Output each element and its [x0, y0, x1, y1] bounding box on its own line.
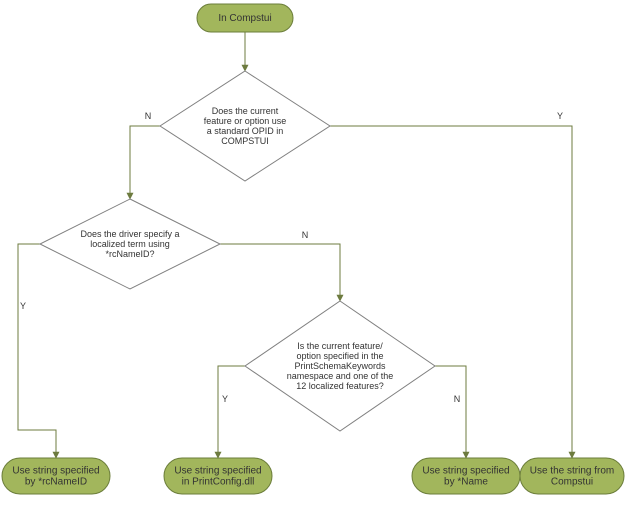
node-d3-line1: option specified in the [296, 351, 383, 361]
edge-e-d3-t2 [218, 366, 245, 458]
node-start-line0: In Compstui [218, 13, 271, 24]
node-d1-line0: Does the current [212, 106, 279, 116]
node-d2-line2: *rcNameID? [105, 249, 154, 259]
edge-e-d3-t3 [435, 366, 466, 458]
flowchart-canvas: N Y Y N Y N In Compstui Does the currentfeature… [0, 0, 625, 506]
edge-e-d1-d2 [130, 126, 160, 199]
node-t4-line1: Compstui [551, 477, 593, 488]
node-t4-line0: Use the string from [530, 466, 614, 477]
node-d1-line2: a standard OPID in [207, 126, 284, 136]
edge-label-e-d3-t3: N [454, 394, 461, 404]
node-t2-line0: Use string specified [174, 466, 261, 477]
node-d1-line1: feature or option use [204, 116, 287, 126]
edge-e-d2-d3 [220, 244, 340, 301]
edge-e-d2-t1 [18, 244, 56, 458]
node-d3-line2: PrintSchemaKeywords [294, 361, 386, 371]
node-d3-line4: 12 localized features? [296, 381, 384, 391]
node-d3-line3: namespace and one of the [287, 371, 394, 381]
node-t3-line1: by *Name [444, 477, 488, 488]
edge-label-e-d1-d2: N [145, 111, 152, 121]
node-t3-line0: Use string specified [422, 466, 509, 477]
node-t1-line1: by *rcNameID [25, 477, 87, 488]
edge-label-e-d1-t4: Y [557, 111, 563, 121]
node-d1-line3: COMPSTUI [221, 136, 269, 146]
node-t2-line1: in PrintConfig.dll [182, 477, 255, 488]
edge-label-e-d2-t1: Y [20, 301, 26, 311]
node-d2-line0: Does the driver specify a [80, 229, 179, 239]
edge-label-e-d2-d3: N [302, 230, 309, 240]
node-d2-line1: localized term using [90, 239, 170, 249]
node-d3-line0: Is the current feature/ [297, 341, 383, 351]
node-t1-line0: Use string specified [12, 466, 99, 477]
edge-label-e-d3-t2: Y [222, 394, 228, 404]
